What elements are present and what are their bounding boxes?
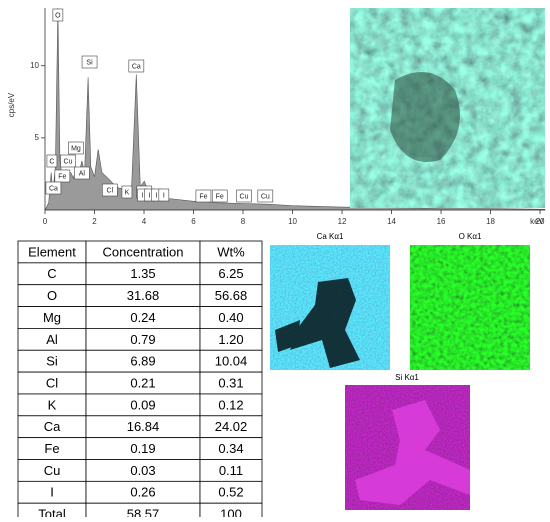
table-value: 0.03 (130, 463, 155, 478)
peak-label: Ca (49, 185, 58, 192)
map-title: O Kα1 (459, 232, 482, 241)
table-value: K (48, 397, 57, 412)
peak-label-box (195, 189, 212, 203)
table-value: 6.89 (130, 354, 155, 369)
peak-label-box (257, 189, 274, 203)
table-value: Total (38, 507, 66, 517)
peak-label: C (49, 158, 54, 165)
peak-label: Fe (58, 173, 66, 180)
table-value: Al (46, 332, 58, 347)
peak-label: I (155, 192, 157, 199)
table-value: 56.68 (215, 288, 248, 303)
y-axis-label: cps/eV (7, 92, 16, 117)
peak-label: Mg (71, 145, 81, 152)
table-value: 0.11 (219, 463, 243, 478)
table-value: 6.25 (218, 266, 243, 281)
peak-label: I (142, 192, 144, 199)
peak-label-box (121, 185, 133, 199)
peak-label: Fe (199, 193, 207, 200)
peak-label-box (46, 154, 58, 168)
table-value: Si (46, 354, 58, 369)
peak-label-box (45, 181, 62, 195)
peak-label: O (55, 12, 61, 19)
table-value: Ca (44, 419, 61, 434)
x-tick-label: 0 (43, 217, 48, 226)
peak-label-box (211, 189, 228, 203)
peak-label: Si (86, 59, 93, 66)
table-value: 0.52 (218, 485, 243, 500)
peak-label-box (236, 189, 252, 203)
table-value: 0.21 (130, 375, 155, 390)
table-value: Fe (44, 441, 59, 456)
peak-label-box (81, 55, 98, 69)
table-value: 16.84 (127, 419, 160, 434)
peak-label: Fe (216, 193, 224, 200)
table-value: 0.79 (130, 332, 155, 347)
table-value: 1.35 (130, 266, 155, 281)
x-tick-label: 8 (241, 217, 246, 226)
peak-label-box (102, 183, 118, 197)
x-tick-label: 10 (288, 217, 297, 226)
x-tick-label: 18 (486, 217, 495, 226)
table-value: 24.02 (215, 419, 248, 434)
peak-label: K (125, 189, 130, 196)
table-value: Cu (44, 463, 61, 478)
table-value: 0.31 (218, 375, 243, 390)
table-value: 0.34 (218, 441, 243, 456)
map-title: Si Kα1 (395, 373, 419, 382)
table-header: Concentration (103, 244, 184, 259)
table-header: Element (28, 244, 76, 259)
peak-label-box (74, 166, 90, 180)
y-tick-label: 5 (35, 133, 40, 142)
peak-label: Cu (240, 193, 249, 200)
table-value: 0.09 (130, 397, 155, 412)
x-tick-label: 4 (142, 217, 147, 226)
table-value: 31.68 (127, 288, 160, 303)
peak-label: I (148, 192, 150, 199)
map-title: Ca Kα1 (317, 232, 344, 241)
peak-label: Cu (261, 193, 270, 200)
peak-label-box (60, 154, 76, 168)
table-value: 0.26 (130, 485, 155, 500)
x-tick-label: 2 (92, 217, 97, 226)
peak-label-box (128, 59, 145, 73)
table-value: I (50, 485, 54, 500)
peak-label-box (158, 188, 170, 202)
table-value: Cl (46, 375, 58, 390)
peak-label: Cl (107, 187, 114, 194)
peak-label-box (52, 8, 64, 22)
table-value: 0.24 (130, 310, 155, 325)
table-value: 0.12 (218, 397, 243, 412)
x-tick-label: 20 (536, 217, 545, 226)
sem-shade (390, 72, 460, 162)
y-tick-label: 10 (30, 61, 39, 70)
table-value: 1.20 (218, 332, 243, 347)
table-value: 100 (220, 507, 242, 517)
table-value: 0.40 (218, 310, 243, 325)
x-tick-label: 14 (387, 217, 396, 226)
x-axis-label: keV (530, 217, 544, 226)
table-value: 10.04 (215, 354, 248, 369)
peak-label: I (163, 192, 165, 199)
table-value: 0.19 (130, 441, 155, 456)
table-header: Wt% (217, 244, 245, 259)
table-value: 58.57 (127, 507, 160, 517)
peak-label: Cu (64, 158, 73, 165)
o-map (410, 245, 530, 370)
peak-label: Al (79, 170, 86, 177)
si-map-bright (355, 400, 470, 505)
x-tick-label: 12 (338, 217, 347, 226)
x-tick-label: 16 (437, 217, 446, 226)
ca-map-dark (275, 278, 360, 368)
table-value: C (47, 266, 56, 281)
table-value: O (47, 288, 57, 303)
x-tick-label: 6 (191, 217, 196, 226)
peak-label: Ca (132, 63, 141, 70)
peak-label-box (68, 141, 84, 155)
peak-label-box (54, 169, 71, 183)
table-value: Mg (43, 310, 61, 325)
